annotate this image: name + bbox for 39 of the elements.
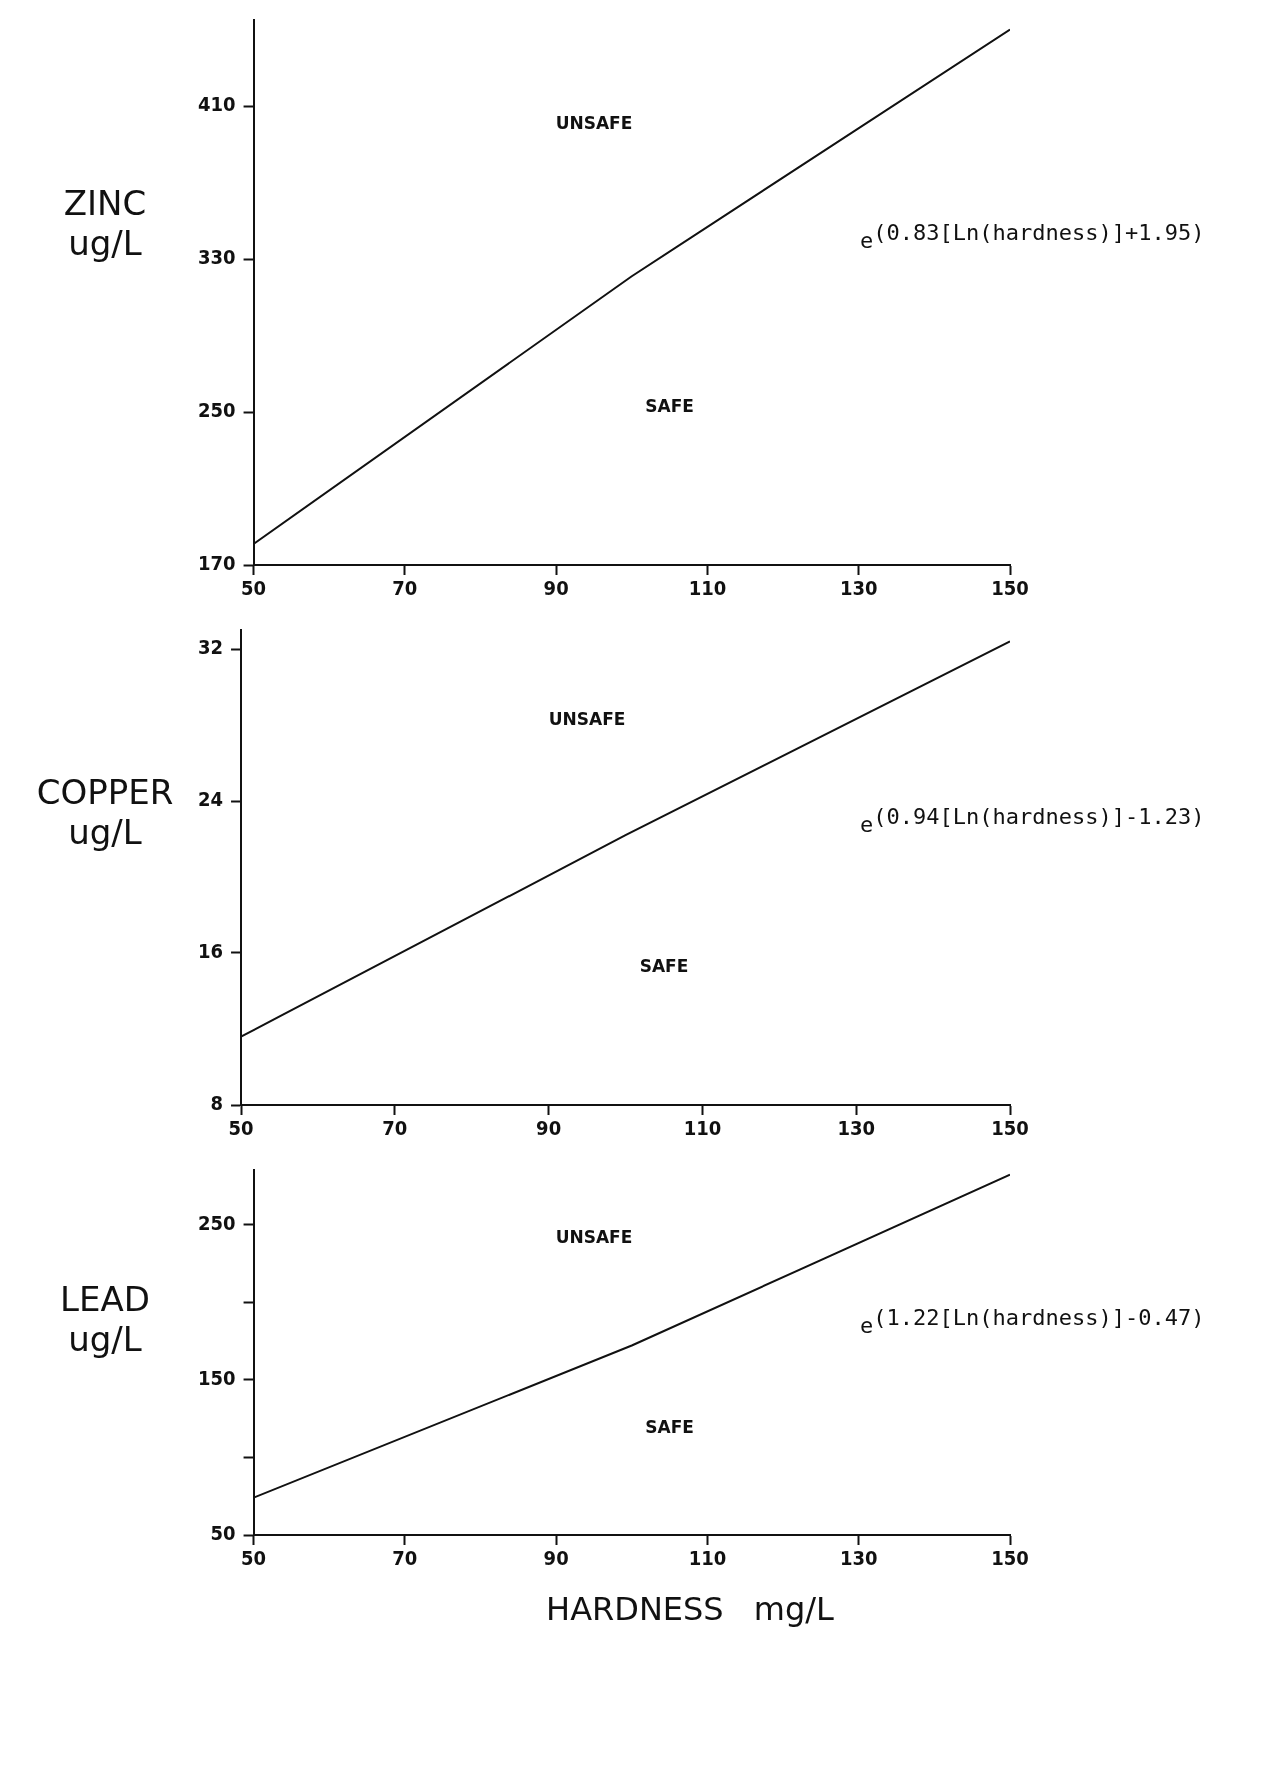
y-axis-title: COPPER ug/L (35, 772, 175, 852)
annotation: SAFE (639, 956, 689, 976)
x-tick-label: 150 (991, 576, 1029, 601)
x-tick-label: 70 (392, 576, 418, 601)
y-tick-label: 330 (198, 245, 236, 270)
y-tick-label: 16 (197, 939, 224, 964)
x-tick-label: 130 (839, 576, 878, 601)
x-tick-label: 110 (683, 1116, 722, 1141)
y-tick-label: 32 (197, 635, 224, 660)
y-axis-title: LEAD ug/L (59, 1279, 151, 1359)
x-tick-label: 50 (241, 576, 267, 601)
x-tick-label: 130 (839, 1546, 878, 1571)
x-tick-label: 70 (382, 1116, 408, 1141)
x-tick-label: 110 (688, 1546, 727, 1571)
x-tick-label: 70 (392, 1546, 418, 1571)
annotation: UNSAFE (555, 113, 633, 133)
x-tick-label: 90 (543, 1546, 569, 1571)
annotation: SAFE (645, 396, 694, 417)
y-axis-title: ZINC ug/L (62, 183, 148, 263)
y-tick-label: 24 (197, 787, 224, 812)
annotation: SAFE (645, 1416, 694, 1437)
annotation: UNSAFE (548, 709, 626, 729)
y-tick-label: 250 (198, 1210, 236, 1235)
x-tick-label: 50 (241, 1546, 267, 1571)
y-tick-label: 150 (198, 1365, 236, 1390)
y-tick-label: 8 (210, 1091, 224, 1116)
y-tick-label: 170 (198, 551, 236, 576)
x-tick-label: 110 (688, 576, 727, 601)
x-axis-title: HARDNESS mg/L (545, 1590, 835, 1628)
annotation: UNSAFE (555, 1227, 633, 1247)
x-tick-label: 150 (991, 1116, 1029, 1141)
x-tick-label: 50 (228, 1116, 254, 1141)
x-tick-label: 130 (837, 1116, 875, 1141)
y-tick-label: 50 (210, 1521, 236, 1546)
x-tick-label: 150 (991, 1546, 1029, 1571)
x-tick-label: 90 (536, 1116, 562, 1141)
y-tick-label: 250 (198, 398, 236, 423)
y-tick-label: 410 (198, 92, 236, 117)
x-tick-label: 90 (543, 576, 569, 601)
